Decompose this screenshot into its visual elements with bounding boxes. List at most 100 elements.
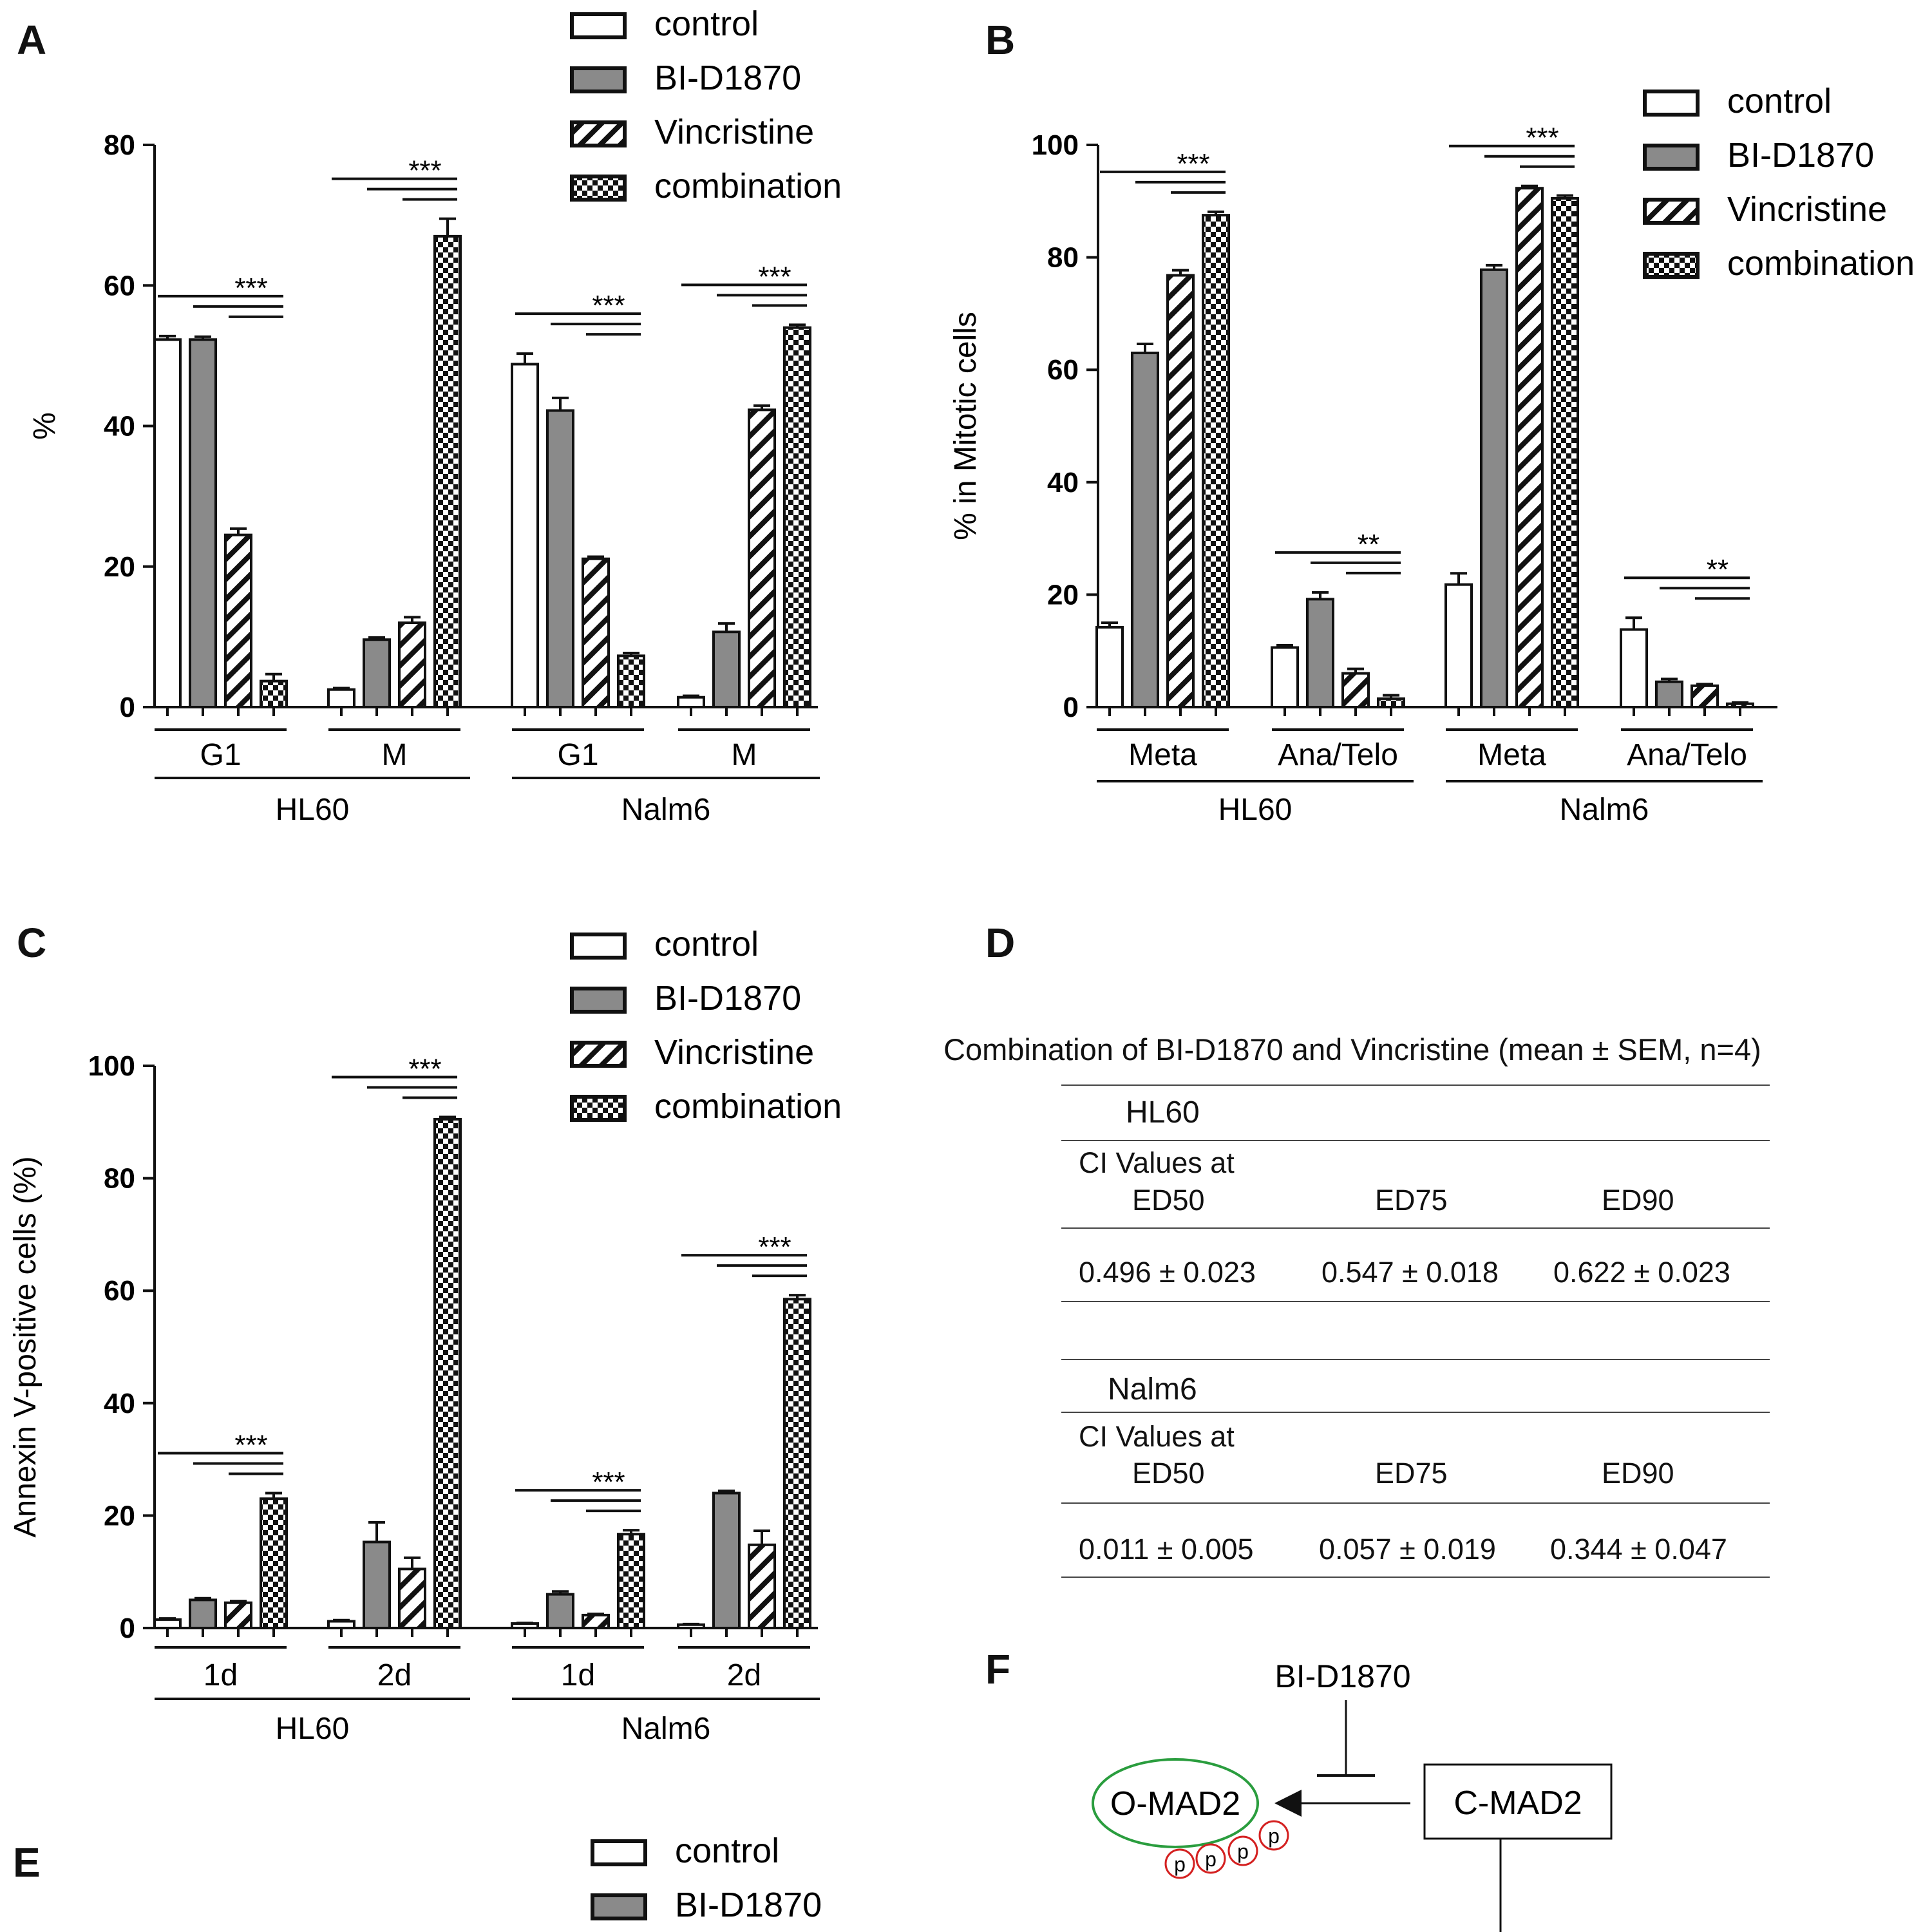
- table-section-name: Nalm6: [1108, 1372, 1197, 1406]
- bar: [1131, 352, 1159, 708]
- table-cell: 0.057 ± 0.019: [1319, 1533, 1496, 1566]
- bar: [363, 1540, 391, 1629]
- legend-swatch: [570, 66, 627, 93]
- group-label: 2d: [377, 1658, 412, 1692]
- table-cell: 0.496 ± 0.023: [1079, 1256, 1256, 1289]
- significance-label: ***: [592, 1466, 625, 1498]
- bar: [617, 1533, 645, 1629]
- bar: [1444, 583, 1473, 708]
- bar: [1551, 196, 1579, 708]
- bar: [1655, 680, 1683, 708]
- y-axis-label: Annexin V-positive cells (%): [8, 1156, 43, 1537]
- significance-label: ***: [408, 1053, 441, 1084]
- legend-swatch: [570, 175, 627, 202]
- table-title: Combination of BI-D1870 and Vincristine …: [943, 1032, 1761, 1066]
- bar: [582, 1613, 610, 1629]
- y-tick-label: 80: [104, 1163, 135, 1195]
- ci-values-label: CI Values at: [1079, 1146, 1235, 1179]
- bar: [1515, 187, 1544, 708]
- bar: [224, 1601, 252, 1630]
- panel-letter-f: F: [985, 1646, 1011, 1692]
- legend-e: control BI-D1870: [591, 1832, 822, 1924]
- y-axis-label: %: [28, 412, 62, 440]
- bar: [327, 688, 355, 708]
- phospho-circle: [1258, 1820, 1289, 1851]
- group-label: Meta: [1477, 738, 1546, 772]
- bar: [1690, 684, 1719, 709]
- table-cell: 0.622 ± 0.023: [1553, 1256, 1730, 1289]
- bar: [260, 1497, 288, 1629]
- bar: [783, 326, 811, 709]
- y-tick-label: 0: [120, 692, 135, 723]
- bar: [398, 621, 426, 708]
- bar: [712, 1492, 741, 1629]
- phospho-circle: [1164, 1848, 1195, 1879]
- significance-label: **: [1707, 554, 1728, 585]
- legend-swatch: [570, 1041, 627, 1068]
- bar: [546, 409, 574, 708]
- phospho-label: p: [1205, 1848, 1217, 1871]
- group-label: 1d: [204, 1658, 238, 1692]
- legend-swatch: [570, 12, 627, 39]
- bar: [327, 1620, 355, 1629]
- group-label: M: [382, 738, 408, 772]
- c-mad2-box: [1423, 1763, 1613, 1840]
- significance-label: ***: [758, 1231, 791, 1263]
- phospho-circle: [1227, 1835, 1258, 1866]
- y-tick-label: 80: [104, 129, 135, 161]
- table-cell: 0.344 ± 0.047: [1550, 1533, 1727, 1566]
- y-axis-label: % in Mitotic cells: [949, 312, 983, 540]
- legend-label: Vincristine: [1727, 190, 1887, 229]
- legend-label: Vincristine: [654, 113, 814, 151]
- bar: [260, 679, 288, 709]
- legend-swatch: [1643, 144, 1700, 171]
- ci-values-label: CI Values at: [1079, 1420, 1235, 1453]
- group-label: Ana/Telo: [1278, 738, 1398, 772]
- bar: [783, 1298, 811, 1630]
- significance-label: **: [1358, 529, 1379, 560]
- table-section-name: HL60: [1126, 1095, 1200, 1130]
- table-rule: [1061, 1227, 1770, 1229]
- bar: [1726, 702, 1754, 708]
- bar: [1271, 646, 1299, 708]
- bar: [1306, 598, 1334, 708]
- significance-label: ***: [234, 272, 267, 304]
- y-tick-label: 0: [1063, 692, 1079, 723]
- bar: [189, 1598, 217, 1630]
- bar: [712, 630, 741, 709]
- bar: [153, 338, 182, 708]
- panel-letter-b: B: [985, 17, 1016, 63]
- legend-label: control: [654, 5, 759, 43]
- table-header-ed75: ED75: [1375, 1457, 1448, 1490]
- y-tick-label: 40: [104, 411, 135, 442]
- phospho-label: p: [1237, 1840, 1249, 1863]
- y-tick-label: 100: [88, 1050, 135, 1082]
- panel-letter-a: A: [17, 17, 47, 63]
- group-label: Ana/Telo: [1627, 738, 1747, 772]
- legend-label: control: [654, 925, 759, 963]
- legend-swatch: [1643, 90, 1700, 117]
- panel-letter-d: D: [985, 920, 1016, 966]
- group-label: Meta: [1128, 738, 1197, 772]
- table-rule: [1061, 1140, 1770, 1141]
- cell-line-label: Nalm6: [1560, 793, 1649, 827]
- table-header-ed50: ED50: [1132, 1184, 1205, 1217]
- y-tick-label: 100: [1032, 129, 1079, 161]
- inhibitor-label: BI-D1870: [1274, 1658, 1410, 1694]
- table-header-ed90: ED90: [1602, 1457, 1674, 1490]
- o-mad2-ellipse: [1092, 1758, 1259, 1848]
- significance-label: ***: [592, 290, 625, 321]
- phospho-marks: p p p p: [1164, 1820, 1289, 1879]
- bar: [1166, 274, 1195, 708]
- group-label: G1: [200, 738, 241, 772]
- table-header-ed90: ED90: [1602, 1184, 1674, 1217]
- y-tick-label: 0: [120, 1613, 135, 1644]
- cell-line-label: Nalm6: [621, 793, 711, 827]
- significance-label: ***: [408, 155, 441, 187]
- legend-swatch: [1643, 198, 1700, 225]
- legend-label: BI-D1870: [1727, 136, 1874, 175]
- legend-swatch: [570, 933, 627, 960]
- bar: [748, 408, 776, 708]
- bar: [582, 557, 610, 709]
